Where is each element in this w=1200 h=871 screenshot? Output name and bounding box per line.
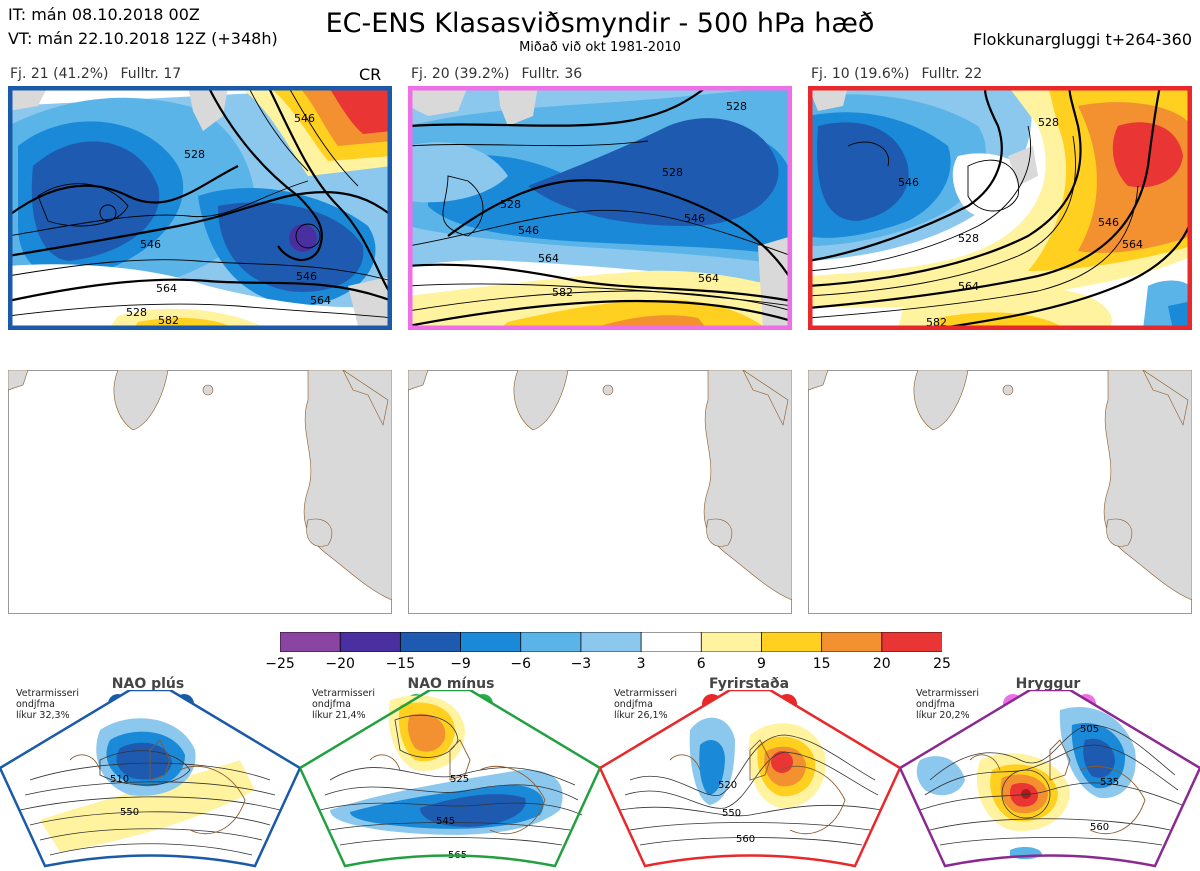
empty-map-1: [8, 370, 392, 614]
regime-1-frame: [0, 690, 300, 868]
cluster-2-frame: [408, 86, 792, 330]
colorbar-swatch: [761, 631, 823, 653]
cluster-3-map: 528 546 564 582 546 528 564: [808, 86, 1192, 330]
colorbar-tick-label: 20: [872, 656, 891, 672]
cluster-3-rep: Fulltr. 22: [921, 66, 983, 82]
contour-label: 546: [684, 212, 705, 225]
colorbar-tick-label: −9: [450, 656, 471, 672]
cluster-1-rep: Fulltr. 17: [120, 66, 182, 82]
regime-4-map: 505 535 560: [900, 690, 1200, 868]
cluster-3-label: Fj. 10 (19.6%): [811, 66, 910, 82]
page-title: EC-ENS Klasasviðsmyndir - 500 hPa hæð: [325, 8, 875, 39]
classification-window: Flokkunargluggi t+264-360: [973, 30, 1192, 49]
contour-label: 505: [1080, 724, 1099, 735]
contour-label: 546: [296, 270, 317, 283]
regime-4-note: Vetrarmisseri ondjfma líkur 20,2%: [916, 688, 979, 721]
cluster-1-frame: [8, 86, 392, 330]
colorbar-swatch: [881, 631, 943, 653]
colorbar-tick-label: 25: [933, 656, 951, 672]
contour-label: 550: [120, 807, 139, 818]
contour-label: 535: [1100, 777, 1119, 788]
regime-4-frame: [900, 690, 1200, 868]
valid-time: VT: mán 22.10.2018 12Z (+348h): [8, 29, 278, 48]
empty-map-2: [408, 370, 792, 614]
contour-label: 528: [126, 306, 147, 319]
contour-label: 510: [110, 774, 129, 785]
empty-map-3: [808, 370, 1192, 614]
colorbar-tick-label: −15: [385, 656, 416, 672]
regime-1-name: NAO plús: [111, 676, 185, 692]
colorbar-tick-label: −20: [325, 656, 355, 672]
colorbar-swatch: [399, 631, 462, 653]
colorbar-tick-label: 15: [812, 656, 831, 672]
regime-4-name: Hryggur: [1015, 676, 1081, 692]
regime-3-note: Vetrarmisseri ondjfma líkur 26,1%: [614, 688, 677, 721]
contour-label: 528: [662, 166, 683, 179]
contour-label: 528: [1038, 116, 1059, 129]
colorbar-tick-label: −3: [570, 656, 592, 672]
cluster-1-map: 528 546 564 582 546 528 564 546: [8, 86, 392, 330]
cluster-3-header: Fj. 10 (19.6%) Fulltr. 22: [811, 66, 994, 82]
cluster-3-frame: [808, 86, 1192, 330]
contour-label: 560: [736, 834, 755, 845]
initial-time: IT: mán 08.10.2018 00Z: [8, 5, 200, 24]
regime-1-note: Vetrarmisseri ondjfma líkur 32,3%: [16, 688, 79, 721]
contour-label: 560: [1090, 822, 1109, 833]
colorbar-swatch: [700, 631, 763, 653]
regime-2-name: NAO mínus: [407, 676, 495, 692]
contour-label: 546: [140, 238, 161, 251]
colorbar-swatch: [279, 631, 342, 653]
regime-3-name: Fyrirstaða: [708, 676, 790, 692]
regime-3-frame: [600, 690, 900, 868]
cluster-1-tag: CR: [359, 65, 382, 84]
cluster-2-label: Fj. 20 (39.2%): [411, 66, 510, 82]
contour-label: 564: [698, 272, 719, 285]
contour-label: 564: [310, 294, 331, 307]
colorbar-tick-label: 3: [636, 656, 646, 672]
regime-2-frame: [300, 690, 600, 868]
contour-label: 528: [726, 100, 747, 113]
colorbar-swatch: [520, 631, 582, 653]
page-subtitle: Miðað við okt 1981-2010: [519, 40, 681, 55]
contour-label: 546: [898, 176, 919, 189]
colorbar-swatch: [640, 631, 703, 653]
regime-3-map: 520 550 560: [600, 690, 900, 868]
cluster-1-label: Fj. 21 (41.2%): [10, 66, 109, 82]
colorbar-swatches: [279, 631, 943, 653]
regime-2-map: 525 545 565: [300, 690, 600, 868]
contour-label: 582: [552, 286, 573, 299]
contour-label: 546: [1098, 216, 1119, 229]
contour-label: 564: [1122, 238, 1143, 251]
contour-label: 564: [538, 252, 559, 265]
contour-label: 550: [722, 808, 741, 819]
regime-1-map: 510 550: [0, 690, 300, 868]
regime-2-note: Vetrarmisseri ondjfma líkur 21,4%: [312, 688, 375, 721]
colorbar-tick-label: −25: [265, 656, 295, 672]
colorbar-swatch: [821, 631, 883, 653]
contour-label: 528: [500, 198, 521, 211]
colorbar-tick-label: −6: [510, 656, 532, 672]
contour-label: 564: [958, 280, 979, 293]
contour-label: 582: [158, 314, 179, 327]
contour-label: 528: [958, 232, 979, 245]
contour-label: 546: [518, 224, 539, 237]
contour-label: 528: [184, 148, 205, 161]
cluster-1-header: Fj. 21 (41.2%) Fulltr. 17: [10, 66, 193, 82]
cluster-2-rep: Fulltr. 36: [521, 66, 583, 82]
colorbar-swatch: [339, 631, 402, 653]
colorbar: [279, 631, 943, 653]
cluster-2-map: 528 528 546 564 546 564 582 528: [408, 86, 792, 330]
contour-label: 564: [156, 282, 177, 295]
colorbar-swatch: [580, 631, 642, 653]
contour-label: 520: [718, 780, 737, 791]
colorbar-tick-label: 9: [756, 656, 766, 672]
colorbar-tick-label: 6: [696, 656, 706, 672]
colorbar-swatch: [460, 631, 522, 653]
contour-label: 525: [450, 774, 469, 785]
contour-label: 545: [436, 816, 455, 827]
cluster-2-header: Fj. 20 (39.2%) Fulltr. 36: [411, 66, 594, 82]
contour-label: 546: [294, 112, 315, 125]
